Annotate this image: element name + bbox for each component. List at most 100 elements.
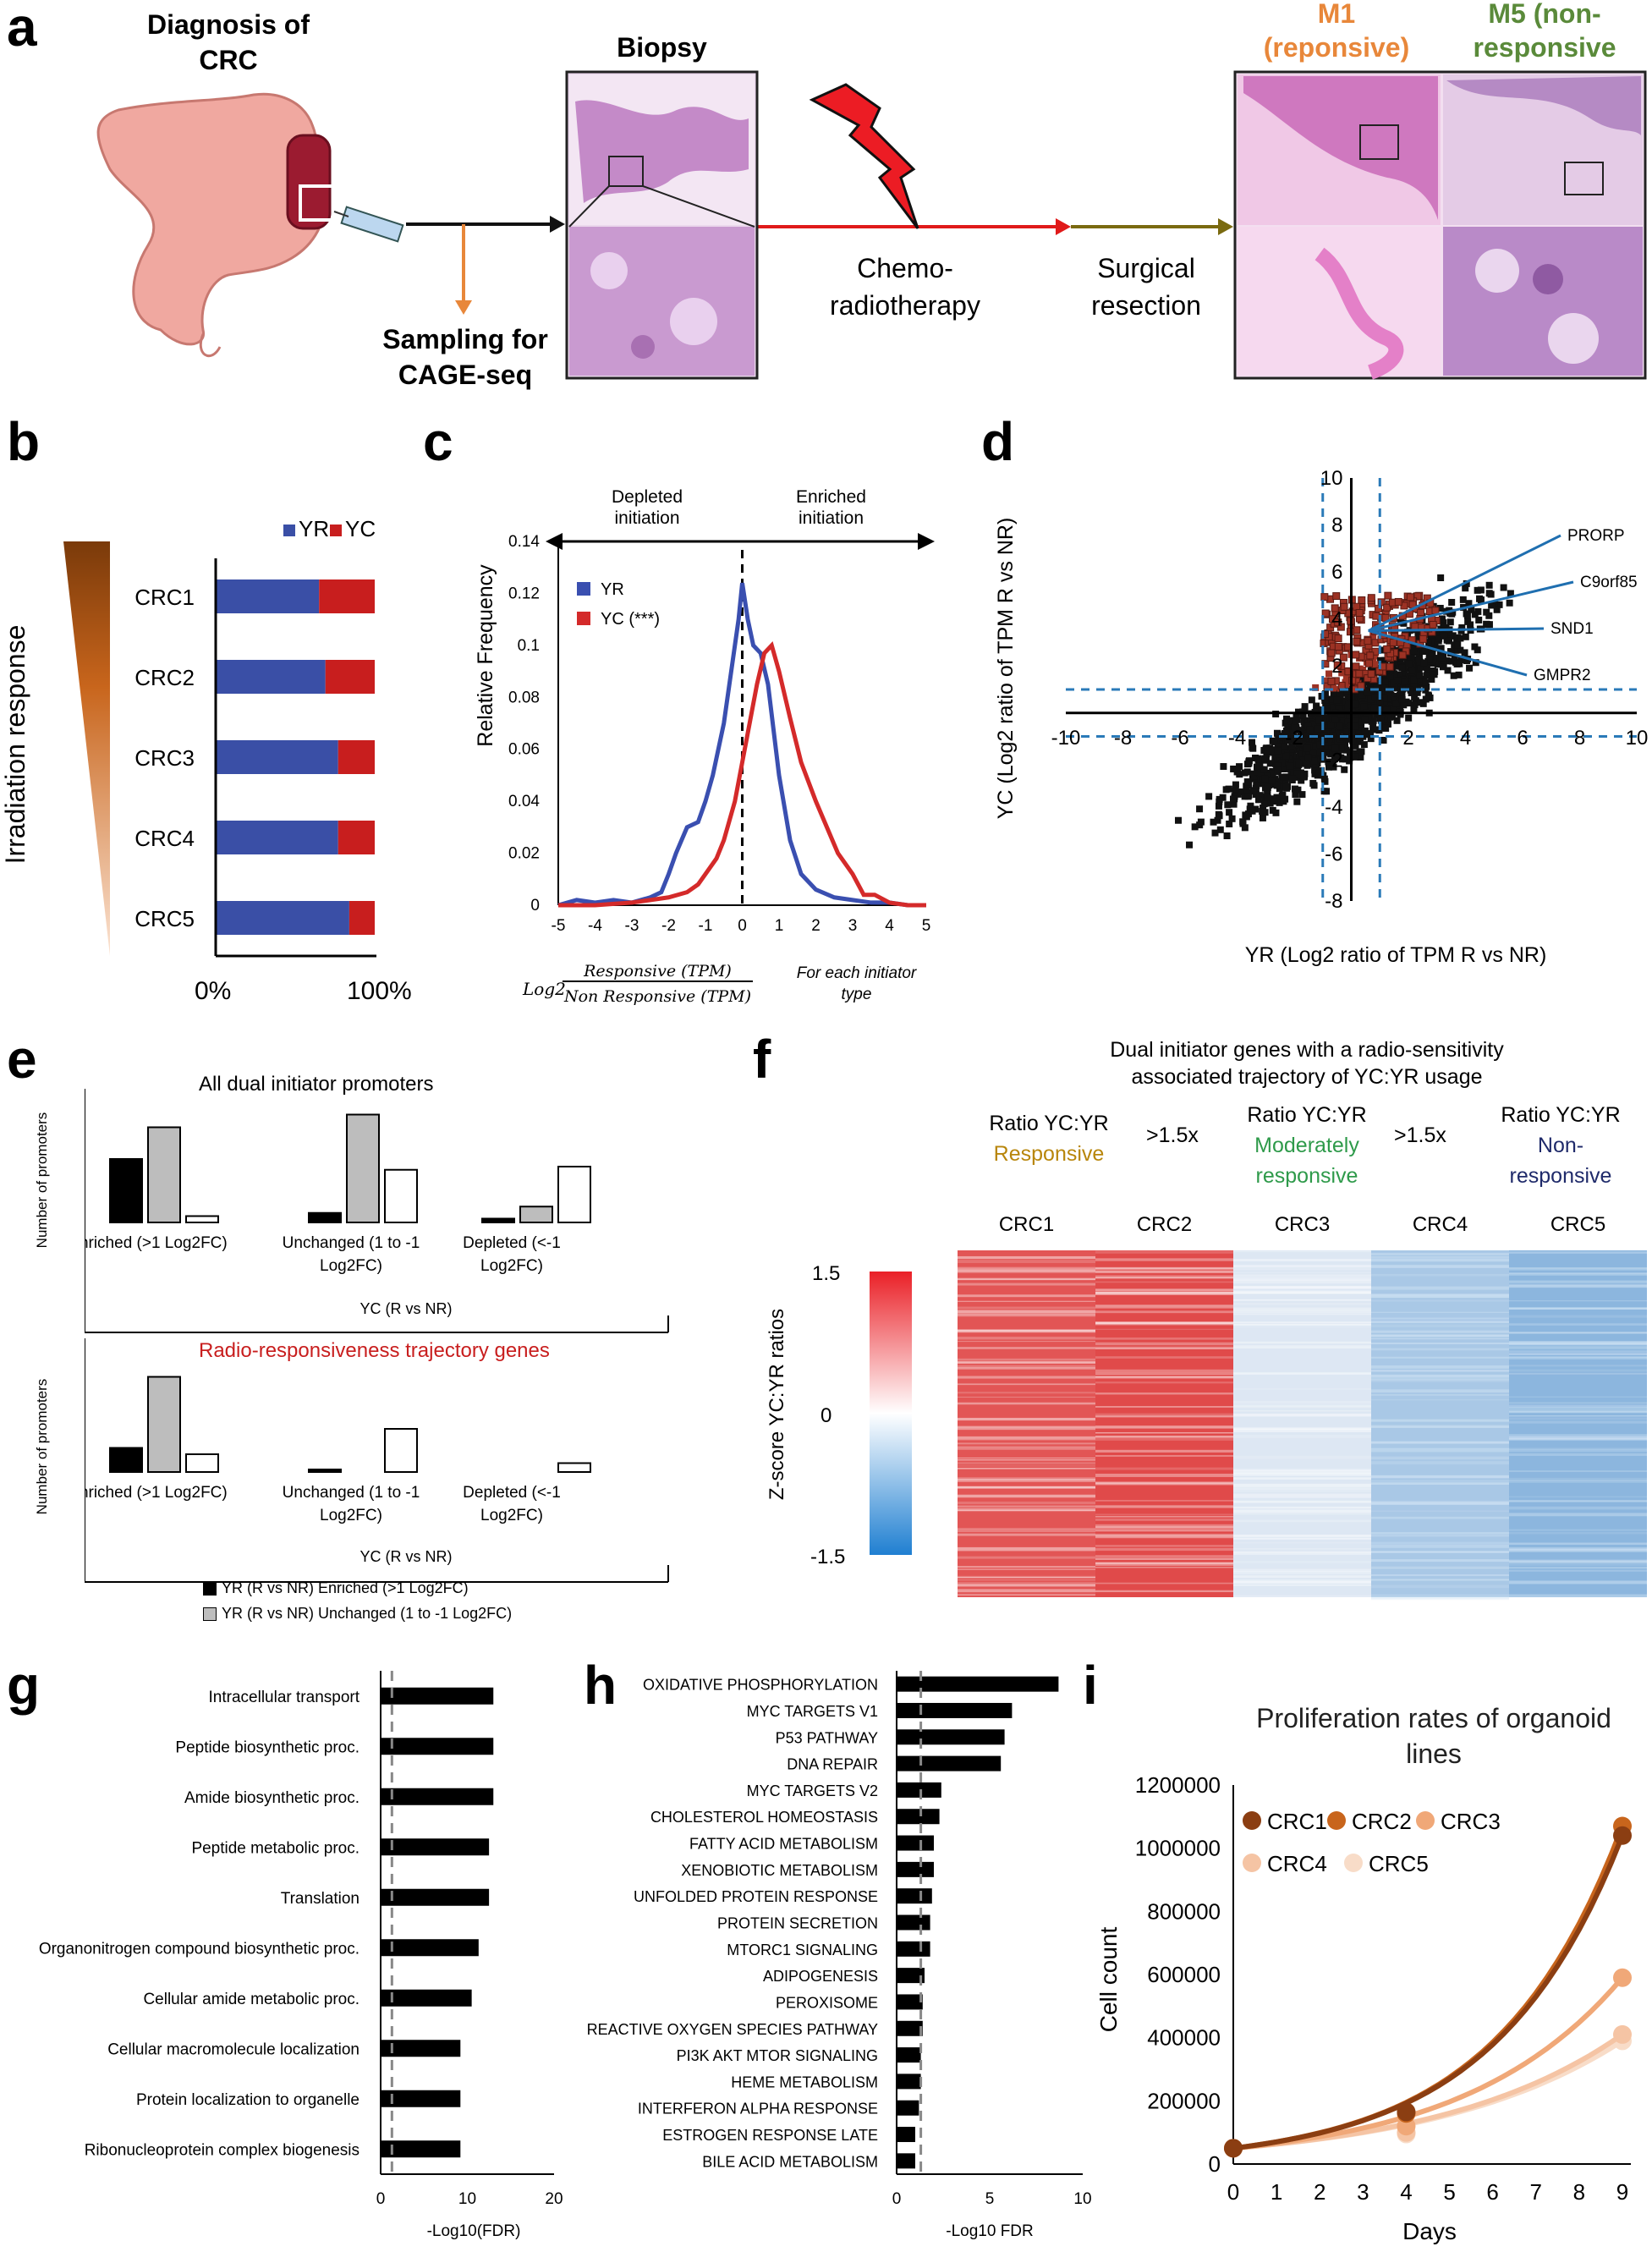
- f-stripe: [958, 1359, 1095, 1361]
- f-stripe: [958, 1486, 1095, 1489]
- f-stripe: [1095, 1372, 1233, 1374]
- f-group-moderate: Ratio YC:YR Moderately responsive: [1247, 1103, 1367, 1188]
- f-stripe: [1371, 1394, 1509, 1396]
- d-point: [1410, 645, 1418, 653]
- f-stripe: [1095, 1356, 1233, 1359]
- d-point-highlight: [1384, 591, 1392, 600]
- e-legend-2: YR (R vs NR) Unchanged (1 to -1 Log2FC): [203, 1605, 512, 1623]
- d-point: [1280, 773, 1287, 781]
- f-stripe: [1233, 1410, 1371, 1412]
- f-stripe: [958, 1425, 1095, 1428]
- f-stripe: [1371, 1532, 1509, 1534]
- d-point: [1378, 706, 1386, 713]
- d-point: [1293, 738, 1301, 745]
- d-point: [1391, 658, 1398, 666]
- d-point: [1422, 678, 1430, 686]
- h-cat-15: HEME METABOLISM: [731, 2073, 878, 2090]
- d-point: [1367, 695, 1375, 703]
- f-stripe: [1233, 1413, 1371, 1417]
- f-stripe: [1371, 1286, 1509, 1290]
- d-point: [1320, 735, 1328, 743]
- d-point: [1423, 683, 1430, 690]
- d-point: [1390, 679, 1397, 687]
- g-bar-9: [381, 2140, 461, 2158]
- f-stripe: [1095, 1310, 1233, 1314]
- d-point: [1386, 674, 1394, 682]
- h-cat-2: P53 PATHWAY: [776, 1729, 878, 1746]
- d-point: [1381, 684, 1389, 692]
- f-stripe: [958, 1396, 1095, 1398]
- d-point: [1411, 694, 1419, 701]
- colon-illustration: [96, 92, 326, 358]
- d-point: [1436, 604, 1444, 612]
- d-point: [1261, 755, 1269, 762]
- f-stripe: [1233, 1429, 1371, 1432]
- f-stripe: [1095, 1291, 1233, 1294]
- f-stripe: [1371, 1535, 1509, 1537]
- f-stripe: [1095, 1291, 1233, 1295]
- colorbar: [870, 1272, 912, 1555]
- f-stripe: [1371, 1389, 1509, 1393]
- d-point: [1484, 621, 1491, 629]
- d-point: [1343, 687, 1351, 695]
- f-stripe: [1095, 1348, 1233, 1349]
- h-bar-6: [897, 1835, 934, 1851]
- d-point: [1315, 769, 1323, 777]
- d-point: [1264, 783, 1271, 791]
- d-point-highlight: [1389, 638, 1397, 646]
- d-point: [1435, 655, 1442, 662]
- e-bar-0-1-0: [308, 1211, 342, 1223]
- f-stripe: [958, 1582, 1095, 1585]
- f-stripe: [1509, 1307, 1647, 1310]
- d-point: [1423, 663, 1430, 671]
- d-point-highlight: [1333, 661, 1342, 669]
- f-stripe: [1095, 1337, 1233, 1340]
- e-bar-1-0-1: [147, 1376, 181, 1473]
- sampling-label: Sampling for CAGE-seq: [382, 324, 548, 390]
- d-point: [1457, 646, 1464, 654]
- d-point-highlight: [1353, 637, 1361, 645]
- d-point: [1254, 755, 1262, 762]
- f-stripe: [958, 1575, 1095, 1579]
- d-point: [1249, 739, 1256, 746]
- d-point: [1274, 747, 1282, 755]
- f-stripe: [1233, 1506, 1371, 1509]
- d-point-highlight: [1356, 665, 1364, 673]
- f-stripe: [1095, 1473, 1233, 1477]
- f-stripe: [1095, 1275, 1233, 1277]
- d-point: [1244, 793, 1252, 800]
- f-stripe: [1371, 1559, 1509, 1563]
- diagnosis-label: Diagnosis of CRC: [146, 9, 310, 75]
- d-point: [1437, 645, 1445, 652]
- d-point: [1428, 675, 1435, 683]
- b-cat-CRC5: CRC5: [134, 906, 195, 931]
- f-stripe: [1509, 1342, 1647, 1346]
- d-point: [1383, 706, 1391, 714]
- d-point: [1496, 601, 1503, 608]
- f-stripe: [1095, 1381, 1233, 1384]
- f-stripe: [1371, 1441, 1509, 1444]
- d-point: [1249, 788, 1257, 795]
- f-stripe: [1095, 1270, 1233, 1273]
- d-point: [1260, 800, 1268, 808]
- d-point: [1258, 769, 1265, 777]
- f-stripe: [1233, 1552, 1371, 1555]
- d-point: [1295, 761, 1303, 768]
- f-stripe: [958, 1459, 1095, 1461]
- d-xtick: -6: [1171, 727, 1188, 750]
- d-point: [1321, 690, 1329, 698]
- f-stripe: [1371, 1321, 1509, 1324]
- d-point: [1205, 793, 1213, 800]
- d-point: [1397, 701, 1404, 709]
- f-stripe: [1095, 1346, 1233, 1348]
- f-stripe: [1509, 1546, 1647, 1551]
- d-point: [1451, 654, 1458, 662]
- d-point: [1236, 771, 1243, 778]
- f-stripe: [1509, 1417, 1647, 1420]
- f-stripe: [1509, 1531, 1647, 1535]
- d-ytick: -2: [1325, 749, 1342, 772]
- d-point: [1315, 717, 1323, 724]
- d-point: [1284, 737, 1292, 744]
- m5-label: M5 (non-responsive: [1473, 0, 1616, 63]
- d-point: [1369, 717, 1377, 724]
